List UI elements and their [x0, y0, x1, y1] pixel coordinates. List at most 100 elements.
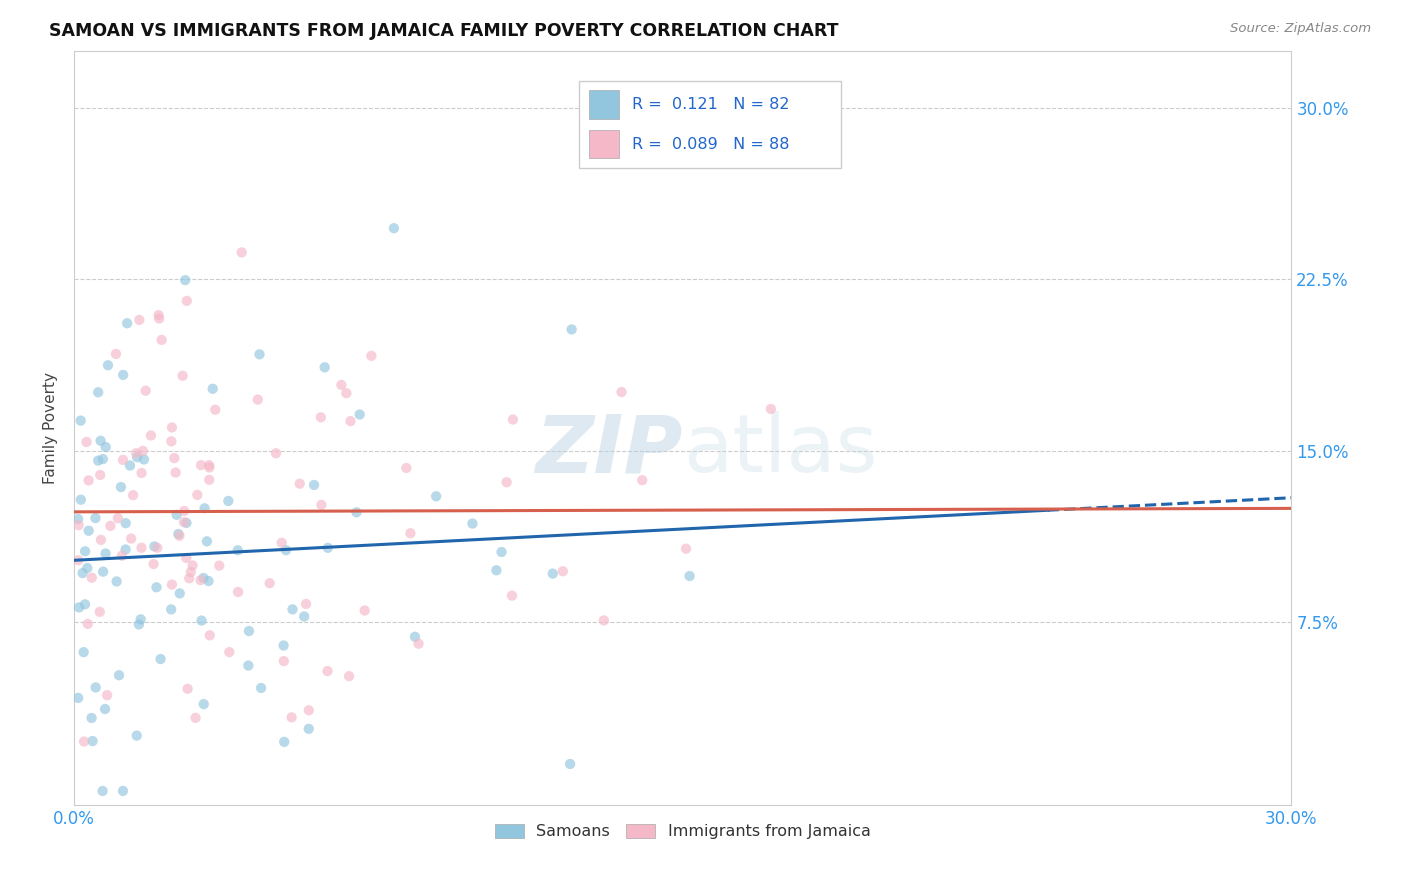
Point: [115, 316, 138, 330]
Point: [339, 414, 361, 428]
Point: [100, 519, 122, 533]
Point: [181, 558, 204, 573]
Point: [67, 600, 90, 615]
Point: [108, 668, 131, 682]
Point: [173, 515, 195, 529]
Point: [238, 658, 260, 673]
Point: [395, 461, 418, 475]
Point: [165, 466, 187, 480]
Point: [759, 401, 782, 416]
Point: [273, 639, 295, 653]
Point: [76, 616, 98, 631]
Point: [129, 612, 152, 626]
Point: [120, 532, 142, 546]
Point: [135, 384, 157, 398]
Point: [399, 526, 422, 541]
Point: [148, 311, 170, 326]
Point: [90, 533, 112, 547]
Point: [193, 697, 215, 711]
Point: [72, 645, 94, 659]
Point: [84, 681, 107, 695]
Point: [114, 516, 136, 531]
Text: Source: ZipAtlas.com: Source: ZipAtlas.com: [1230, 22, 1371, 36]
Point: [250, 681, 273, 695]
Point: [194, 501, 217, 516]
Point: [67, 690, 90, 705]
Point: [91, 565, 114, 579]
Text: R =  0.121   N = 82: R = 0.121 N = 82: [631, 96, 789, 112]
Point: [231, 245, 253, 260]
Point: [146, 541, 169, 555]
Point: [208, 558, 231, 573]
Point: [360, 349, 382, 363]
Point: [198, 628, 221, 642]
Point: [97, 359, 120, 373]
Point: [166, 508, 188, 522]
Point: [631, 473, 654, 487]
Point: [105, 574, 128, 589]
Point: [160, 434, 183, 449]
Point: [125, 729, 148, 743]
Point: [610, 385, 633, 400]
Point: [174, 551, 197, 566]
Text: atlas: atlas: [683, 411, 877, 490]
Point: [198, 458, 221, 473]
Point: [201, 382, 224, 396]
Point: [169, 529, 191, 543]
Point: [132, 452, 155, 467]
Point: [94, 546, 117, 560]
Point: [149, 652, 172, 666]
Point: [335, 386, 357, 401]
Point: [112, 453, 135, 467]
Point: [89, 467, 111, 482]
Point: [67, 512, 90, 526]
Point: [246, 392, 269, 407]
Point: [77, 474, 100, 488]
Text: R =  0.089   N = 88: R = 0.089 N = 88: [631, 136, 789, 152]
Point: [259, 576, 281, 591]
Point: [280, 710, 302, 724]
Point: [273, 654, 295, 668]
Point: [190, 614, 212, 628]
Text: SAMOAN VS IMMIGRANTS FROM JAMAICA FAMILY POVERTY CORRELATION CHART: SAMOAN VS IMMIGRANTS FROM JAMAICA FAMILY…: [49, 22, 839, 40]
Point: [316, 541, 339, 555]
Point: [273, 735, 295, 749]
Point: [592, 614, 614, 628]
Point: [114, 542, 136, 557]
Point: [128, 313, 150, 327]
Point: [148, 308, 170, 322]
Point: [142, 557, 165, 571]
Point: [131, 466, 153, 480]
Point: [80, 571, 103, 585]
Point: [193, 571, 215, 585]
Point: [125, 446, 148, 460]
Point: [70, 492, 93, 507]
Point: [316, 664, 339, 678]
Point: [176, 516, 198, 530]
Point: [132, 444, 155, 458]
Point: [107, 511, 129, 525]
Point: [82, 734, 104, 748]
Point: [226, 543, 249, 558]
Point: [298, 722, 321, 736]
Point: [404, 630, 426, 644]
Point: [87, 385, 110, 400]
Point: [281, 602, 304, 616]
Point: [295, 597, 318, 611]
Point: [558, 756, 581, 771]
Point: [541, 566, 564, 581]
Point: [197, 574, 219, 588]
Point: [274, 543, 297, 558]
Point: [198, 473, 221, 487]
Point: [84, 511, 107, 525]
Point: [75, 544, 97, 558]
Point: [72, 566, 94, 580]
Point: [89, 605, 111, 619]
Point: [330, 377, 353, 392]
Point: [94, 702, 117, 716]
Point: [264, 446, 287, 460]
Point: [174, 273, 197, 287]
Point: [111, 784, 134, 798]
Point: [349, 408, 371, 422]
Point: [311, 498, 333, 512]
